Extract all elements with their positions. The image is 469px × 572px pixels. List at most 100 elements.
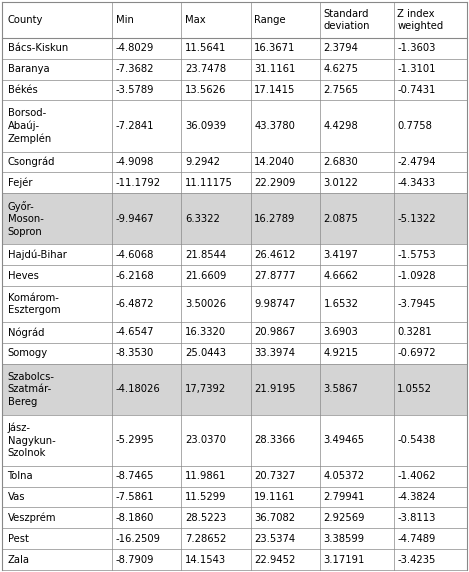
Text: -7.2841: -7.2841 — [116, 121, 154, 131]
Text: 25.0443: 25.0443 — [185, 348, 226, 358]
Bar — [2, 172, 467, 193]
Text: Z index
weighted: Z index weighted — [397, 9, 444, 31]
Text: 1.6532: 1.6532 — [324, 299, 359, 309]
Bar — [2, 466, 467, 487]
Text: County: County — [8, 15, 43, 25]
Text: -1.4062: -1.4062 — [397, 471, 436, 481]
Text: Bács-Kiskun: Bács-Kiskun — [8, 43, 68, 53]
Text: Max: Max — [185, 15, 205, 25]
Text: 31.1161: 31.1161 — [254, 64, 295, 74]
Text: 3.5867: 3.5867 — [324, 384, 359, 394]
Text: Range: Range — [254, 15, 286, 25]
Text: Győr-
Moson-
Sopron: Győr- Moson- Sopron — [8, 201, 44, 237]
Text: 11.9861: 11.9861 — [185, 471, 227, 481]
Text: -4.3433: -4.3433 — [397, 178, 435, 188]
Text: 23.0370: 23.0370 — [185, 435, 226, 445]
Text: Zala: Zala — [8, 555, 30, 565]
Text: -1.3603: -1.3603 — [397, 43, 436, 53]
Text: 7.28652: 7.28652 — [185, 534, 227, 544]
Text: Fejér: Fejér — [8, 177, 32, 188]
Text: 36.0939: 36.0939 — [185, 121, 226, 131]
Text: -4.7489: -4.7489 — [397, 534, 436, 544]
Text: 11.5299: 11.5299 — [185, 492, 227, 502]
Text: -4.6547: -4.6547 — [116, 327, 154, 337]
Bar — [2, 244, 467, 265]
Text: Min: Min — [116, 15, 134, 25]
Text: 16.2789: 16.2789 — [254, 214, 295, 224]
Text: Nógrád: Nógrád — [8, 327, 44, 337]
Text: 3.50026: 3.50026 — [185, 299, 226, 309]
Text: 22.9452: 22.9452 — [254, 555, 295, 565]
Text: 16.3671: 16.3671 — [254, 43, 295, 53]
Text: 2.6830: 2.6830 — [324, 157, 358, 167]
Bar — [2, 364, 467, 415]
Text: 13.5626: 13.5626 — [185, 85, 227, 95]
Text: -8.7465: -8.7465 — [116, 471, 154, 481]
Text: 3.0122: 3.0122 — [324, 178, 359, 188]
Text: -0.5438: -0.5438 — [397, 435, 435, 445]
Bar — [2, 2, 467, 38]
Text: 2.92569: 2.92569 — [324, 513, 365, 523]
Text: 2.0875: 2.0875 — [324, 214, 359, 224]
Text: 4.6275: 4.6275 — [324, 64, 359, 74]
Text: Békés: Békés — [8, 85, 37, 95]
Bar — [2, 487, 467, 507]
Text: -5.1322: -5.1322 — [397, 214, 436, 224]
Text: 23.7478: 23.7478 — [185, 64, 226, 74]
Text: -9.9467: -9.9467 — [116, 214, 154, 224]
Bar — [2, 193, 467, 244]
Text: 33.3974: 33.3974 — [254, 348, 295, 358]
Text: 21.9195: 21.9195 — [254, 384, 296, 394]
Text: 9.98747: 9.98747 — [254, 299, 295, 309]
Text: 3.4197: 3.4197 — [324, 250, 359, 260]
Bar — [2, 265, 467, 286]
Text: -4.6068: -4.6068 — [116, 250, 154, 260]
Bar — [2, 322, 467, 343]
Text: 0.3281: 0.3281 — [397, 327, 432, 337]
Text: -7.3682: -7.3682 — [116, 64, 154, 74]
Text: 36.7082: 36.7082 — [254, 513, 295, 523]
Text: 16.3320: 16.3320 — [185, 327, 226, 337]
Text: -0.6972: -0.6972 — [397, 348, 436, 358]
Text: Pest: Pest — [8, 534, 29, 544]
Text: 26.4612: 26.4612 — [254, 250, 295, 260]
Text: Tolna: Tolna — [8, 471, 33, 481]
Text: Veszprém: Veszprém — [8, 513, 56, 523]
Text: 2.3794: 2.3794 — [324, 43, 359, 53]
Text: 22.2909: 22.2909 — [254, 178, 295, 188]
Text: 43.3780: 43.3780 — [254, 121, 295, 131]
Text: -1.0928: -1.0928 — [397, 271, 436, 281]
Text: -4.9098: -4.9098 — [116, 157, 154, 167]
Text: -3.8113: -3.8113 — [397, 513, 436, 523]
Text: -8.7909: -8.7909 — [116, 555, 154, 565]
Text: 3.6903: 3.6903 — [324, 327, 358, 337]
Text: Jász-
Nagykun-
Szolnok: Jász- Nagykun- Szolnok — [8, 423, 55, 458]
Text: Heves: Heves — [8, 271, 38, 281]
Text: -16.2509: -16.2509 — [116, 534, 161, 544]
Text: 4.4298: 4.4298 — [324, 121, 358, 131]
Text: -3.4235: -3.4235 — [397, 555, 436, 565]
Text: 4.05372: 4.05372 — [324, 471, 365, 481]
Text: -3.7945: -3.7945 — [397, 299, 436, 309]
Text: 3.38599: 3.38599 — [324, 534, 365, 544]
Text: -6.2168: -6.2168 — [116, 271, 154, 281]
Bar — [2, 101, 467, 152]
Text: -6.4872: -6.4872 — [116, 299, 154, 309]
Bar — [2, 59, 467, 80]
Text: -7.5861: -7.5861 — [116, 492, 154, 502]
Text: -11.1792: -11.1792 — [116, 178, 161, 188]
Bar — [2, 80, 467, 101]
Text: 14.2040: 14.2040 — [254, 157, 295, 167]
Text: Csongrád: Csongrád — [8, 157, 55, 167]
Bar — [2, 415, 467, 466]
Text: 17,7392: 17,7392 — [185, 384, 226, 394]
Text: 21.8544: 21.8544 — [185, 250, 226, 260]
Text: 23.5374: 23.5374 — [254, 534, 295, 544]
Text: 20.7327: 20.7327 — [254, 471, 295, 481]
Text: 9.2942: 9.2942 — [185, 157, 220, 167]
Text: Szabolcs-
Szatmár-
Bereg: Szabolcs- Szatmár- Bereg — [8, 372, 54, 407]
Text: 21.6609: 21.6609 — [185, 271, 227, 281]
Text: -3.5789: -3.5789 — [116, 85, 154, 95]
Bar — [2, 529, 467, 549]
Text: Hajdú-Bihar: Hajdú-Bihar — [8, 249, 67, 260]
